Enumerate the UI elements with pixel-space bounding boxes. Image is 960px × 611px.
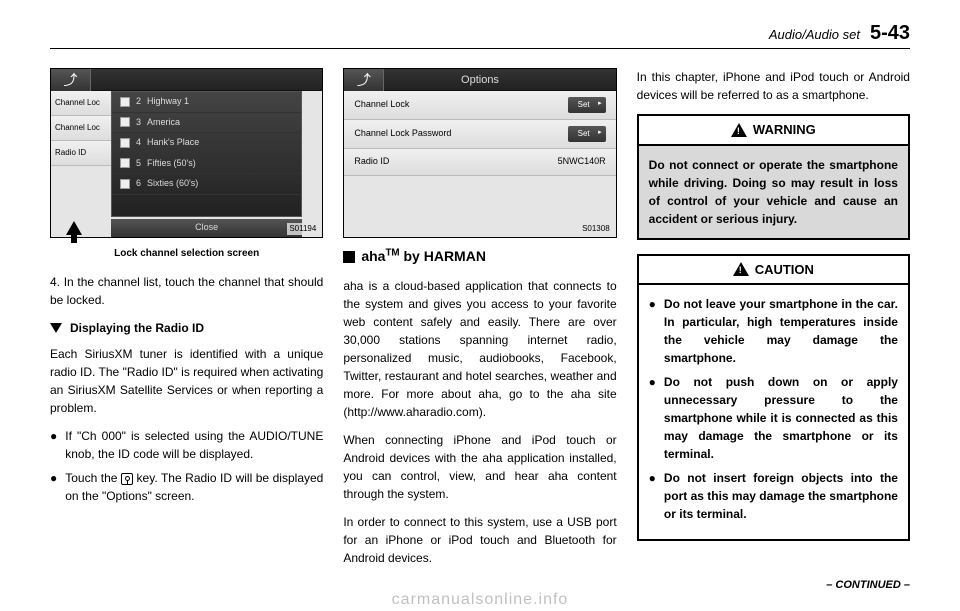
bullet-item: ● Touch the key. The Radio ID will be di… (50, 469, 323, 505)
header-rule (50, 48, 910, 49)
bullet-text: Do not push down on or apply unnecessary… (664, 373, 898, 463)
checkbox-icon (120, 158, 130, 168)
lock-channel-screenshot: ⤴ Channel Loc Channel Loc Radio ID 2High… (50, 68, 323, 238)
sidebar-item: Radio ID (51, 141, 111, 166)
screenshot-caption: Lock channel selection screen (50, 246, 323, 261)
content-columns: ⤴ Channel Loc Channel Loc Radio ID 2High… (50, 68, 910, 577)
header-section: Audio/Audio set (769, 27, 860, 42)
bullet-text: If "Ch 000" is selected using the AUDIO/… (65, 427, 323, 463)
watermark: carmanualsonline.info (392, 591, 569, 609)
sidebar-item: Channel Loc (51, 91, 111, 116)
option-row: Channel Lock Password Set (344, 120, 615, 149)
caution-header: CAUTION (639, 256, 908, 286)
section-title: ahaTM by HARMAN (343, 246, 616, 267)
sidebar-item: Channel Loc (51, 116, 111, 141)
paragraph: In order to connect to this system, use … (343, 513, 616, 567)
arrow-stem (71, 235, 77, 243)
bullet-dot-icon: ● (50, 469, 57, 505)
caution-body: ● Do not leave your smartphone in the ca… (639, 285, 908, 539)
options-body: Channel Lock Set Channel Lock Password S… (344, 91, 615, 237)
bullet-dot-icon: ● (649, 295, 656, 367)
column-3: In this chapter, iPhone and iPod touch o… (637, 68, 910, 577)
popup-item: 2Highway 1 (112, 92, 301, 113)
popup-item: 5Fifties (50's) (112, 154, 301, 175)
checkbox-icon (120, 97, 130, 107)
screenshot-body: Channel Loc Channel Loc Radio ID 2Highwa… (51, 91, 322, 237)
warning-box: WARNING Do not connect or operate the sm… (637, 114, 910, 240)
screenshot-toolbar: ⤴ (51, 69, 322, 91)
paragraph: 4. In the channel list, touch the channe… (50, 273, 323, 309)
continued-label: – CONTINUED – (826, 579, 910, 591)
option-label: Channel Lock (354, 98, 409, 112)
page-header: Audio/Audio set 5-43 (769, 22, 910, 45)
option-row: Radio ID 5NWC140R (344, 149, 615, 176)
paragraph: In this chapter, iPhone and iPod touch o… (637, 68, 910, 104)
option-label: Channel Lock Password (354, 127, 451, 141)
paragraph: aha is a cloud-based application that co… (343, 277, 616, 421)
key-icon (121, 473, 133, 485)
option-value: 5NWC140R (558, 155, 606, 169)
option-label: Radio ID (354, 155, 389, 169)
checkbox-icon (120, 138, 130, 148)
close-bar: Close (111, 219, 302, 237)
triangle-down-icon (50, 323, 62, 333)
popup-list: 2Highway 1 3America 4Hank's Place 5Fifti… (111, 91, 302, 217)
subheading: Displaying the Radio ID (50, 319, 323, 337)
bullet-item: ● If "Ch 000" is selected using the AUDI… (50, 427, 323, 463)
warning-body: Do not connect or operate the smartphone… (639, 146, 908, 238)
subheading-text: Displaying the Radio ID (70, 319, 204, 337)
bullet-item: ● Do not push down on or apply unnecessa… (649, 373, 898, 463)
screenshot-toolbar: ⤴ Options (344, 69, 615, 91)
checkbox-icon (120, 179, 130, 189)
bullet-text: Touch the key. The Radio ID will be disp… (65, 469, 323, 505)
warning-icon (733, 262, 749, 276)
popup-item: 4Hank's Place (112, 133, 301, 154)
bullet-text: Do not insert foreign objects into the p… (664, 469, 898, 523)
bullet-dot-icon: ● (50, 427, 57, 463)
header-page-number: 5-43 (870, 22, 910, 45)
image-id-label: S01194 (287, 223, 318, 235)
column-2: ⤴ Options Channel Lock Set Channel Lock … (343, 68, 616, 577)
toolbar-title: Options (461, 72, 499, 89)
paragraph: When connecting iPhone and iPod touch or… (343, 431, 616, 503)
bullet-item: ● Do not leave your smartphone in the ca… (649, 295, 898, 367)
warning-title: WARNING (753, 120, 816, 140)
bullet-dot-icon: ● (649, 373, 656, 463)
back-icon: ⤴ (51, 69, 91, 91)
image-id-label: S01308 (580, 223, 612, 235)
options-screenshot: ⤴ Options Channel Lock Set Channel Lock … (343, 68, 616, 238)
popup-item: 3America (112, 113, 301, 134)
column-1: ⤴ Channel Loc Channel Loc Radio ID 2High… (50, 68, 323, 577)
caution-title: CAUTION (755, 260, 814, 280)
warning-header: WARNING (639, 116, 908, 146)
set-button: Set (568, 97, 606, 113)
warning-icon (731, 123, 747, 137)
bullet-item: ● Do not insert foreign objects into the… (649, 469, 898, 523)
caution-box: CAUTION ● Do not leave your smartphone i… (637, 254, 910, 542)
popup-item: 6Sixties (60's) (112, 174, 301, 195)
bullet-text: Do not leave your smartphone in the car.… (664, 295, 898, 367)
paragraph: Each SiriusXM tuner is identified with a… (50, 345, 323, 417)
set-button: Set (568, 126, 606, 142)
screenshot-sidebar: Channel Loc Channel Loc Radio ID (51, 91, 111, 166)
checkbox-icon (120, 117, 130, 127)
section-marker-icon (343, 251, 355, 263)
back-icon: ⤴ (344, 69, 384, 91)
option-row: Channel Lock Set (344, 91, 615, 120)
bullet-dot-icon: ● (649, 469, 656, 523)
arrow-up-icon (66, 221, 82, 235)
